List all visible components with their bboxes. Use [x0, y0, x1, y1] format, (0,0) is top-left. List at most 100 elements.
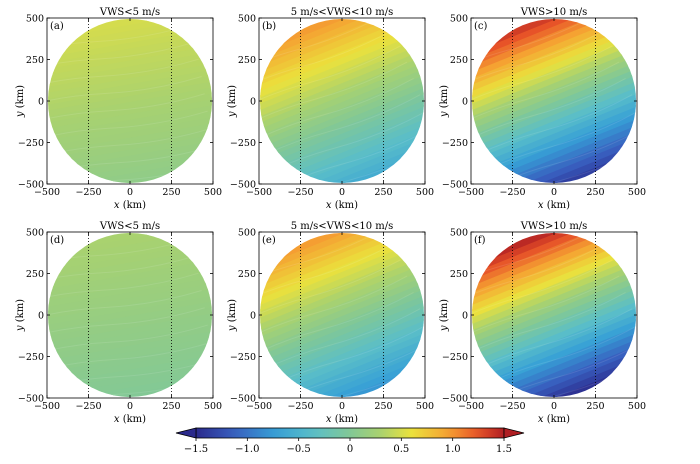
contour-line	[472, 243, 607, 318]
contour-band	[472, 311, 636, 397]
contour-band	[260, 70, 424, 170]
contour-band	[48, 304, 212, 355]
y-axis-label: y (km)	[227, 299, 238, 332]
contour-line	[472, 291, 626, 367]
panel-f: −500−500 −250 −250 0 0 250 250 500 500 x (km) y (k…	[439, 221, 646, 425]
y-axis-label: y (km)	[15, 299, 26, 332]
contour-line	[48, 127, 211, 164]
contour-band	[48, 321, 212, 372]
x-tick-label: 250	[162, 187, 180, 198]
contour-band	[260, 81, 424, 181]
contour-band	[48, 252, 212, 303]
x-tick-label: 0	[551, 187, 557, 198]
panel-label: (b)	[262, 21, 276, 32]
contour-line	[48, 58, 199, 94]
contour-band	[260, 233, 424, 330]
contour-line	[472, 29, 607, 104]
y-tick-label: 0	[38, 97, 44, 108]
contour-band	[472, 273, 636, 373]
contour-line	[472, 340, 636, 397]
x-tick-label: −500	[458, 401, 484, 412]
contour-band	[472, 32, 636, 132]
x-tick-label: −250	[75, 187, 101, 198]
y-tick-label: −250	[442, 138, 468, 149]
contour-band	[260, 257, 424, 357]
x-tick-label: 500	[204, 187, 222, 198]
contour-band	[48, 258, 212, 309]
panel-label: (d)	[50, 235, 64, 246]
x-axis-label: x (km)	[538, 200, 570, 211]
x-tick-label: 250	[374, 401, 392, 412]
contour-band	[48, 61, 212, 112]
colorbar-tick-label: 0.5	[393, 444, 409, 455]
contour-line	[472, 126, 636, 183]
y-tick-label: 0	[38, 311, 44, 322]
contour-line	[472, 275, 620, 351]
contour-band	[260, 262, 424, 362]
contour-band	[48, 32, 212, 83]
y-tick-label: 250	[26, 55, 44, 66]
y-tick-label: −500	[442, 394, 468, 405]
contour-band	[472, 19, 636, 78]
contour-line	[260, 77, 414, 153]
contour-band	[48, 119, 212, 170]
colorbar-tick-label: 1.0	[445, 444, 461, 455]
panel-label: (a)	[50, 21, 64, 32]
contour-band	[472, 233, 636, 330]
contour-band	[48, 275, 212, 326]
y-tick-label: 0	[250, 311, 256, 322]
y-tick-label: 500	[450, 14, 468, 25]
contour-band	[472, 306, 636, 397]
y-tick-label: 250	[238, 269, 256, 280]
contour-band	[472, 257, 636, 357]
contour-band	[472, 252, 636, 351]
contour-band	[260, 21, 424, 121]
contour-band	[472, 54, 636, 154]
contour-band	[48, 26, 212, 78]
colorbar-extend-high	[503, 427, 525, 439]
x-tick-label: 500	[416, 401, 434, 412]
contour-band	[472, 268, 636, 368]
y-axis-label: y (km)	[439, 299, 450, 332]
contour-band	[260, 19, 424, 78]
x-tick-label: −250	[287, 187, 313, 198]
contour-band	[472, 97, 636, 183]
panel-label: (f)	[474, 235, 486, 246]
colorbar-tick-label: −0.5	[287, 444, 311, 455]
x-tick-label: −500	[34, 401, 60, 412]
contour-line	[48, 289, 202, 326]
contour-band	[260, 268, 424, 368]
y-tick-label: −250	[442, 352, 468, 363]
contour-band	[260, 233, 424, 302]
contour-band	[48, 49, 212, 101]
contour-line	[48, 24, 193, 60]
panel-label: (c)	[474, 21, 488, 32]
contour-band	[260, 290, 424, 389]
contour-band	[472, 300, 636, 397]
y-tick-label: −500	[18, 394, 44, 405]
colorbar-extend-low	[175, 427, 197, 439]
contour-band	[260, 48, 424, 148]
contour-line	[472, 259, 613, 334]
contour-band	[260, 295, 424, 395]
contour-line	[472, 45, 613, 120]
contour-band	[260, 311, 424, 397]
contour-band	[48, 44, 212, 95]
contour-band	[260, 19, 424, 116]
x-tick-label: −500	[246, 401, 272, 412]
contour-band	[260, 76, 424, 175]
contour-band	[48, 333, 212, 384]
contour-band	[260, 97, 424, 183]
contour-band	[48, 292, 212, 343]
contour-band	[472, 233, 636, 297]
y-axis-label: y (km)	[15, 85, 26, 118]
y-tick-label: 250	[238, 55, 256, 66]
contour-band	[260, 92, 424, 183]
y-tick-label: −500	[18, 180, 44, 191]
contour-line	[472, 77, 626, 153]
contour-line	[48, 41, 196, 77]
contour-band	[48, 96, 212, 147]
contour-band	[260, 19, 424, 88]
